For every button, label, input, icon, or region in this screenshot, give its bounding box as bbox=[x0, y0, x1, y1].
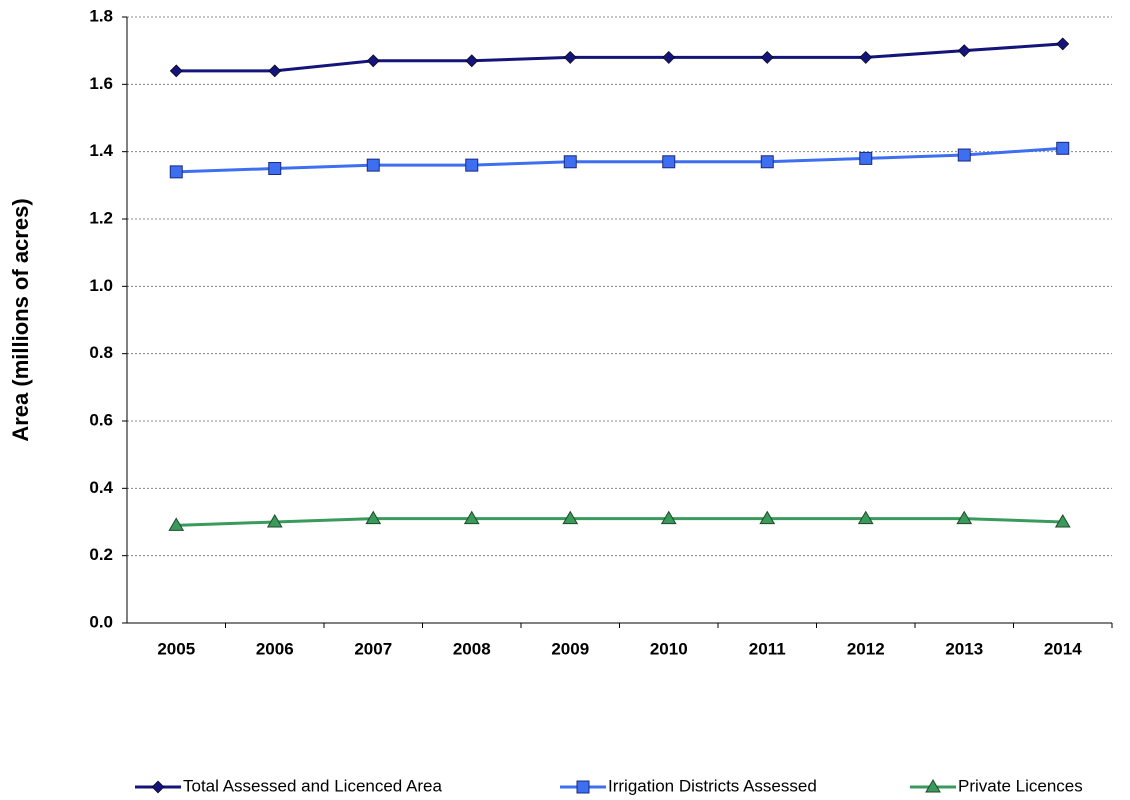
x-tick-label: 2010 bbox=[650, 639, 688, 658]
marker bbox=[957, 44, 971, 58]
x-tick-label: 2008 bbox=[453, 639, 491, 658]
x-tick-label: 2012 bbox=[847, 639, 885, 658]
marker bbox=[760, 50, 774, 64]
marker bbox=[266, 514, 283, 528]
marker bbox=[465, 158, 479, 172]
y-tick-label: 0.8 bbox=[89, 343, 113, 362]
y-tick-label: 1.6 bbox=[89, 74, 113, 93]
marker bbox=[268, 162, 282, 175]
legend-label: Total Assessed and Licenced Area bbox=[183, 776, 442, 795]
marker bbox=[857, 510, 874, 525]
marker bbox=[859, 50, 873, 64]
marker bbox=[365, 510, 382, 525]
y-tick-label: 1.2 bbox=[89, 208, 113, 227]
y-tick-label: 0.4 bbox=[89, 478, 113, 497]
marker bbox=[759, 510, 776, 525]
x-tick-label: 2006 bbox=[256, 639, 294, 658]
y-tick-label: 0.2 bbox=[89, 545, 113, 564]
marker bbox=[366, 158, 380, 172]
x-tick-label: 2013 bbox=[945, 639, 983, 658]
marker bbox=[562, 510, 579, 525]
series-line bbox=[176, 517, 1063, 527]
marker bbox=[563, 50, 577, 64]
marker bbox=[662, 155, 676, 169]
marker bbox=[662, 50, 676, 64]
y-tick-label: 1.4 bbox=[89, 141, 113, 160]
x-tick-label: 2005 bbox=[157, 639, 195, 658]
legend-marker bbox=[151, 780, 165, 794]
marker bbox=[169, 165, 183, 179]
legend-label: Irrigation Districts Assessed bbox=[608, 776, 817, 795]
legend-label: Private Licences bbox=[958, 776, 1083, 795]
series-line bbox=[176, 146, 1063, 174]
marker bbox=[760, 155, 774, 169]
series-line bbox=[176, 42, 1063, 73]
marker bbox=[956, 510, 973, 525]
marker bbox=[1056, 37, 1070, 51]
marker bbox=[169, 64, 183, 78]
legend-marker bbox=[925, 779, 941, 793]
marker bbox=[465, 54, 479, 68]
y-axis-title: Area (millions of acres) bbox=[8, 198, 33, 441]
marker bbox=[563, 155, 577, 169]
marker bbox=[463, 510, 480, 525]
marker bbox=[957, 148, 971, 162]
y-tick-label: 1.8 bbox=[89, 6, 113, 25]
y-tick-label: 0.0 bbox=[89, 612, 113, 631]
x-tick-label: 2011 bbox=[749, 639, 786, 658]
x-tick-label: 2009 bbox=[551, 639, 589, 658]
x-tick-label: 2014 bbox=[1044, 639, 1082, 658]
marker bbox=[859, 151, 873, 165]
marker bbox=[1054, 514, 1071, 528]
marker bbox=[1056, 141, 1070, 155]
marker bbox=[168, 517, 185, 531]
marker bbox=[366, 54, 380, 68]
x-tick-label: 2007 bbox=[354, 639, 392, 658]
marker bbox=[268, 64, 282, 78]
legend-marker bbox=[576, 780, 590, 794]
y-tick-label: 0.6 bbox=[89, 410, 113, 429]
y-tick-label: 1.0 bbox=[89, 276, 113, 295]
marker bbox=[660, 510, 677, 525]
